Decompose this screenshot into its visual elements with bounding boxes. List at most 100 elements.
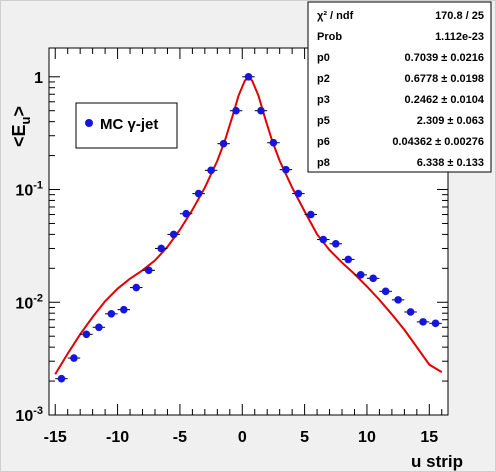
data-point bbox=[130, 283, 143, 292]
point-marker bbox=[132, 283, 141, 292]
point-marker bbox=[70, 354, 78, 362]
data-point bbox=[105, 310, 118, 318]
data-point bbox=[92, 323, 106, 332]
point-marker bbox=[82, 330, 91, 339]
data-point bbox=[204, 166, 218, 175]
stats-row-value: 0.2462 ± 0.0104 bbox=[405, 94, 485, 106]
data-point bbox=[167, 230, 180, 239]
point-marker bbox=[406, 308, 415, 316]
y-tick-label: 10-1 bbox=[15, 180, 43, 200]
data-point bbox=[304, 210, 318, 219]
point-marker bbox=[331, 240, 340, 248]
point-marker bbox=[219, 139, 228, 148]
point-marker bbox=[319, 235, 328, 244]
data-point bbox=[354, 271, 367, 279]
point-marker bbox=[232, 106, 240, 115]
data-point bbox=[342, 255, 355, 264]
stats-row-value: 170.8 / 25 bbox=[435, 10, 484, 22]
stats-row-label: p6 bbox=[317, 136, 330, 148]
stats-row: p5 2.309 ± 0.063 bbox=[317, 115, 484, 127]
point-marker bbox=[95, 323, 103, 332]
x-tick-label: 5 bbox=[300, 429, 309, 446]
stats-row-label: p0 bbox=[317, 52, 330, 64]
stats-row-label: Prob bbox=[317, 31, 342, 43]
stats-row: p3 0.2462 ± 0.0104 bbox=[317, 94, 485, 106]
point-marker bbox=[257, 106, 265, 115]
point-marker bbox=[307, 210, 315, 219]
data-point bbox=[217, 139, 230, 148]
x-axis-label: u strip bbox=[411, 452, 463, 471]
data-points-layer bbox=[55, 72, 442, 383]
data-point bbox=[55, 374, 68, 383]
y-tick-label: 10-2 bbox=[15, 292, 43, 312]
point-marker bbox=[344, 255, 353, 264]
stats-row-label: p2 bbox=[317, 73, 330, 85]
point-marker bbox=[57, 374, 66, 383]
data-point bbox=[142, 266, 155, 275]
point-marker bbox=[169, 230, 178, 239]
x-tick-label: 10 bbox=[358, 429, 376, 446]
stats-row-label: χ² / ndf bbox=[317, 10, 354, 22]
x-tick-label: -10 bbox=[106, 429, 129, 446]
y-tick-label: 10-3 bbox=[15, 405, 43, 425]
point-marker bbox=[194, 189, 203, 198]
data-point bbox=[391, 296, 405, 304]
stats-row: Prob 1.112e-23 bbox=[317, 31, 484, 43]
point-marker bbox=[157, 244, 166, 253]
data-point bbox=[229, 106, 243, 115]
stats-row: p8 6.338 ± 0.133 bbox=[317, 157, 484, 169]
legend-label: MC γ-jet bbox=[100, 116, 158, 133]
stats-row: p0 0.7039 ± 0.0216 bbox=[317, 52, 484, 64]
point-marker bbox=[282, 165, 290, 174]
stats-row-value: 0.6778 ± 0.0198 bbox=[405, 73, 484, 85]
data-point bbox=[404, 308, 417, 316]
point-marker bbox=[244, 72, 253, 81]
data-point bbox=[429, 319, 442, 328]
point-marker bbox=[369, 274, 377, 283]
point-marker bbox=[419, 318, 427, 326]
point-marker bbox=[356, 271, 365, 279]
stats-row: χ² / ndf 170.8 / 25 bbox=[317, 10, 484, 22]
y-axis-label: <Eu> bbox=[9, 106, 33, 147]
point-marker bbox=[431, 319, 440, 328]
data-point bbox=[329, 240, 343, 248]
data-point bbox=[379, 287, 392, 296]
stats-row-value: 6.338 ± 0.133 bbox=[417, 157, 484, 169]
stats-box-frame bbox=[307, 1, 492, 173]
data-point bbox=[254, 106, 268, 115]
data-point bbox=[154, 244, 168, 253]
point-marker bbox=[207, 166, 215, 175]
stats-row-label: p5 bbox=[317, 115, 330, 127]
point-marker bbox=[394, 296, 402, 304]
x-tick-label: 0 bbox=[238, 429, 247, 446]
point-marker bbox=[107, 310, 116, 318]
stats-row-value: 2.309 ± 0.063 bbox=[417, 115, 484, 127]
stats-row: p2 0.6778 ± 0.0198 bbox=[317, 73, 484, 85]
data-point bbox=[317, 235, 330, 244]
legend-box bbox=[75, 102, 178, 149]
data-point bbox=[117, 305, 131, 314]
data-point bbox=[192, 189, 205, 198]
legend-marker bbox=[85, 119, 93, 127]
data-point bbox=[242, 72, 255, 81]
stats-box: χ² / ndf 170.8 / 25 Prob 1.112e-23 p0 0.7039 … bbox=[307, 1, 492, 173]
point-marker bbox=[144, 266, 153, 275]
legend: MC γ-jet bbox=[75, 102, 178, 149]
stats-row-label: p8 bbox=[317, 157, 330, 169]
data-point bbox=[80, 330, 93, 339]
point-marker bbox=[294, 189, 303, 198]
data-point bbox=[279, 165, 293, 174]
data-point bbox=[179, 209, 193, 218]
stats-row-value: 0.04362 ± 0.00276 bbox=[392, 136, 484, 148]
data-point bbox=[67, 354, 81, 362]
x-tick-label: 15 bbox=[420, 429, 438, 446]
stats-row-label: p3 bbox=[317, 94, 330, 106]
stats-row: p6 0.04362 ± 0.00276 bbox=[317, 136, 484, 148]
point-marker bbox=[269, 138, 278, 147]
point-marker bbox=[381, 287, 390, 296]
data-point bbox=[366, 274, 380, 283]
stats-row-value: 1.112e-23 bbox=[435, 31, 484, 43]
stats-row-value: 0.7039 ± 0.0216 bbox=[405, 52, 484, 64]
